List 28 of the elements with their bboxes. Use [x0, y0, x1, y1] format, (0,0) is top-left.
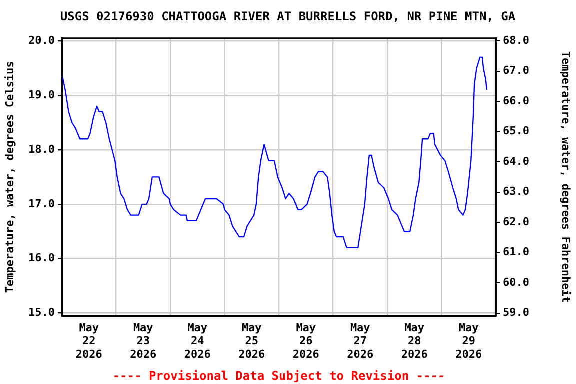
x-tick-label: May 29 2026 — [456, 321, 482, 361]
y2-tick-label: 64.0 — [503, 154, 530, 168]
y2-tick-label: 67.0 — [503, 64, 530, 78]
x-tick-label: May 23 2026 — [130, 321, 157, 361]
y2-tick-label: 68.0 — [503, 34, 530, 47]
y2-tick-label: 60.0 — [503, 276, 530, 289]
y2-tick-label: 61.0 — [503, 246, 530, 259]
x-tick-label: May 22 2026 — [76, 321, 103, 361]
y2-tick-label: 65.0 — [503, 124, 530, 138]
x-tick-label: May 26 2026 — [292, 321, 320, 361]
y-axis-title: Temperature, water, degrees Celsius — [3, 61, 16, 294]
x-tick-label: May 27 2026 — [347, 321, 374, 361]
y-tick-label: 16.0 — [28, 252, 55, 265]
x-tick-label: May 28 2026 — [401, 321, 428, 361]
text: ---- Provisional Data Subject to Revision ---- — [112, 369, 446, 383]
y2-axis-title: Temperature, water, degrees Fahrenheit — [560, 51, 573, 304]
y-tick-label: 18.0 — [28, 142, 55, 156]
y-tick-label: 20.0 — [28, 34, 55, 47]
y2-tick-label: 66.0 — [503, 94, 530, 108]
y2-tick-label: 59.0 — [503, 306, 530, 320]
y2-tick-label: 62.0 — [503, 215, 530, 228]
chart-title: USGS 02176930 CHATTOOGA RIVER AT BURRELLS FORD, NR PINE MTN, GA — [60, 9, 516, 24]
y2-tick-label: 63.0 — [503, 185, 530, 198]
y-tick-label: 19.0 — [28, 88, 55, 102]
y-tick-label: 15.0 — [28, 306, 55, 320]
x-tick-label: May 24 2026 — [184, 321, 212, 361]
x-tick-label: May 25 2026 — [238, 321, 266, 361]
y-tick-label: 17.0 — [28, 197, 55, 210]
